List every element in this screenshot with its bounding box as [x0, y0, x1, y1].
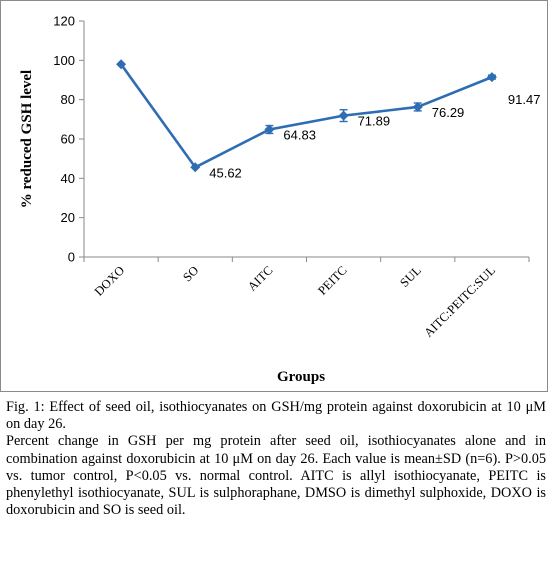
y-tick-label: 100	[53, 53, 75, 68]
x-tick-label: AITC:PEITC:SUL	[421, 263, 498, 340]
y-axis-title: % reduced GSH level	[19, 70, 35, 208]
y-tick-label: 20	[61, 210, 75, 225]
x-tick-label: DOXO	[92, 263, 127, 298]
y-tick-label: 80	[61, 92, 75, 107]
y-axis: 0 20 40 60 80 100 120	[53, 14, 85, 265]
data-point	[116, 59, 127, 70]
data-label: 71.89	[358, 114, 391, 129]
series: 45.62 64.83 71.89 76.29 91.47	[116, 59, 540, 180]
caption-body: Percent change in GSH per mg protein aft…	[6, 433, 546, 519]
figure-frame: 0 20 40 60 80 100 120 DOXO SO AITC PEITC SUL AITC:P…	[0, 0, 548, 392]
y-tick-label: 0	[68, 250, 75, 265]
figure-caption: Fig. 1: Effect of seed oil, isothiocyana…	[6, 399, 546, 519]
y-tick-label: 60	[61, 132, 75, 147]
y-tick-label: 40	[61, 171, 75, 186]
line-chart: 0 20 40 60 80 100 120 DOXO SO AITC PEITC SULAITC:P…	[19, 14, 540, 386]
data-point	[486, 72, 497, 83]
data-label: 91.47	[508, 92, 541, 107]
data-point	[412, 101, 423, 112]
y-tick-label: 120	[53, 14, 75, 29]
series-line	[120, 63, 493, 169]
caption-title: Fig. 1: Effect of seed oil, isothiocyana…	[6, 399, 546, 433]
data-point	[338, 110, 349, 121]
x-tick-label: AITC	[245, 263, 276, 294]
data-label: 64.83	[283, 128, 316, 143]
x-tick-label: SUL	[397, 263, 424, 290]
data-point	[264, 124, 275, 135]
data-point	[190, 162, 201, 173]
x-axis-title: Groups	[277, 369, 325, 385]
data-label: 45.62	[209, 165, 242, 180]
data-label: 76.29	[432, 105, 465, 120]
x-tick-label: SO	[180, 263, 201, 284]
x-tick-label: PEITC	[315, 263, 349, 297]
